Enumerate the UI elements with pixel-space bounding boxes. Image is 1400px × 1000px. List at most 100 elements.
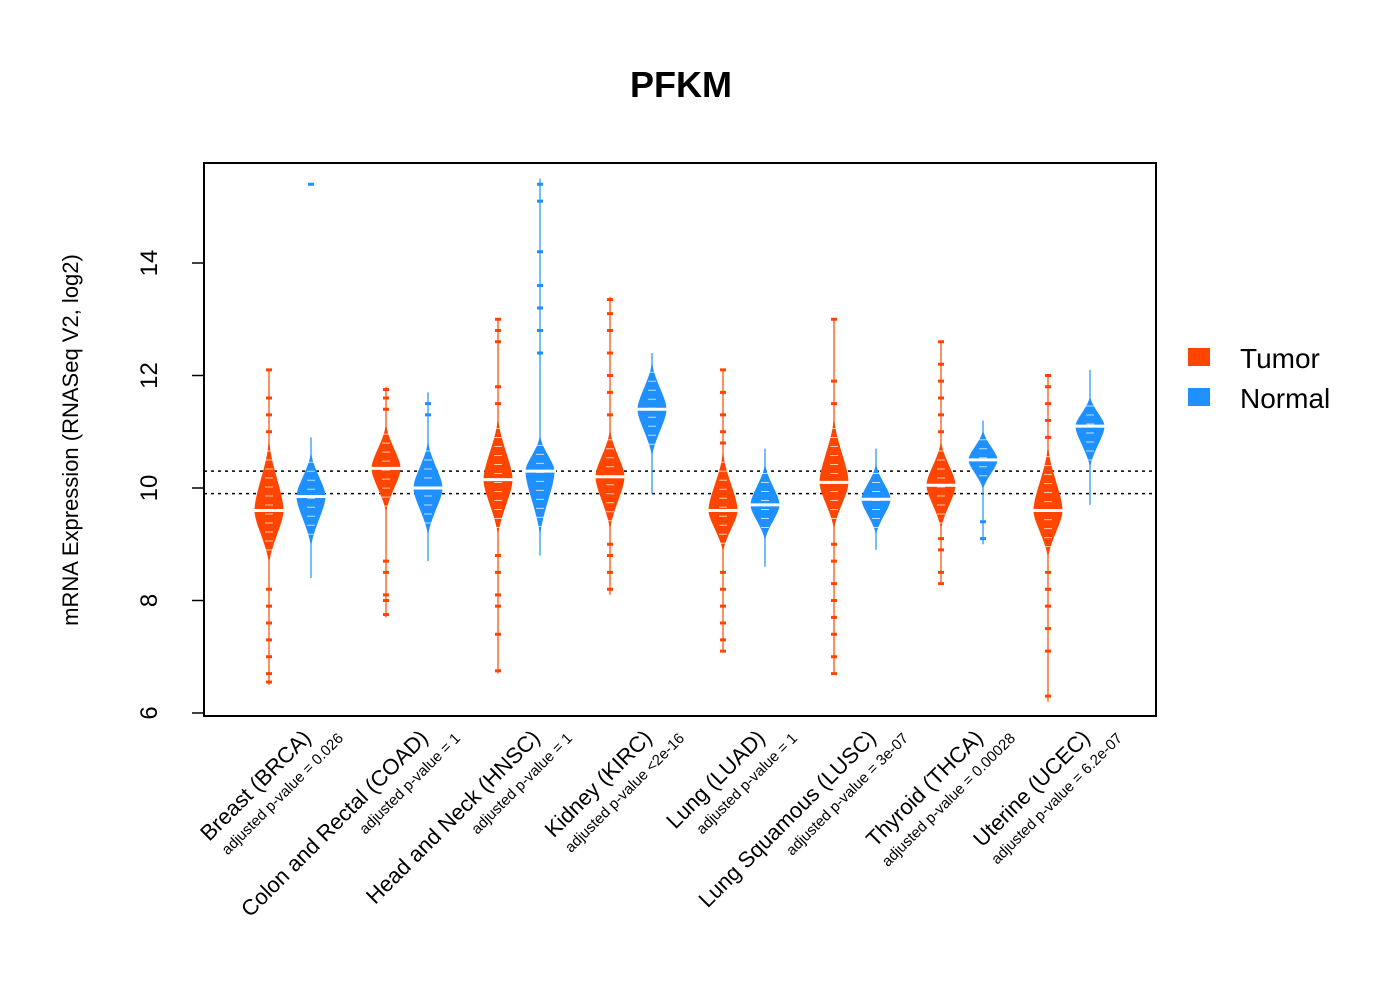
tumor-outlier (1045, 374, 1051, 377)
plot-frame (203, 162, 1157, 717)
tumor-group-2 (482, 317, 514, 674)
plot-area (204, 178, 1156, 702)
tumor-outlier (1045, 587, 1051, 591)
tumor-outlier (831, 672, 837, 676)
legend-swatch-tumor (1188, 348, 1210, 366)
tumor-outlier (495, 402, 501, 406)
normal-outlier (980, 537, 986, 541)
normal-outlier (537, 182, 543, 186)
tumor-outlier (495, 593, 501, 597)
tumor-outlier (938, 396, 944, 400)
tumor-outlier (938, 340, 944, 344)
tumor-outlier (1045, 604, 1051, 608)
legend-label-tumor: Tumor (1240, 343, 1320, 374)
tumor-outlier (1045, 627, 1051, 631)
tumor-group-1 (370, 386, 402, 618)
tumor-outlier (1045, 435, 1051, 439)
category-labels: Breast (BRCA)adjusted p-value = 0.026Col… (195, 725, 1126, 922)
normal-outlier (425, 413, 431, 417)
normal-group-5 (860, 448, 892, 550)
tumor-violin (708, 454, 738, 550)
tumor-outlier (1045, 419, 1051, 422)
tumor-outlier (831, 632, 837, 636)
normal-group-1 (412, 392, 444, 562)
tumor-outlier (1045, 402, 1051, 406)
tumor-outlier (266, 587, 272, 591)
tumor-group-7 (1032, 374, 1064, 702)
tumor-outlier (938, 379, 944, 383)
tumor-violin (254, 442, 284, 562)
tumor-outlier (831, 559, 837, 563)
tumor-outlier (266, 604, 272, 608)
tumor-outlier (266, 638, 272, 642)
tumor-outlier (831, 402, 837, 406)
tumor-outlier (831, 317, 837, 321)
tumor-outlier (495, 329, 501, 332)
tumor-outlier (720, 570, 726, 574)
tumor-outlier (1045, 570, 1051, 574)
normal-outlier (537, 329, 543, 332)
tumor-outlier (266, 396, 272, 400)
tumor-outlier (495, 317, 501, 321)
tumor-outlier (831, 599, 837, 602)
tumor-outlier (607, 554, 613, 557)
tumor-violin (595, 431, 625, 528)
tumor-group-3 (594, 296, 626, 595)
normal-outlier (537, 351, 543, 355)
tumor-outlier (938, 582, 944, 586)
tumor-outlier (607, 587, 613, 591)
tumor-outlier (1045, 694, 1051, 698)
y-tick-label: 6 (136, 706, 163, 719)
normal-outlier (537, 284, 543, 287)
tumor-outlier (266, 655, 272, 659)
tumor-group-6 (925, 340, 957, 586)
tumor-outlier (720, 621, 726, 625)
normal-outlier (308, 182, 314, 186)
tumor-outlier (607, 374, 613, 377)
tumor-outlier (607, 329, 613, 332)
tumor-outlier (938, 430, 944, 434)
tumor-outlier (938, 537, 944, 541)
tumor-outlier (383, 407, 389, 411)
tumor-outlier (266, 430, 272, 434)
tumor-outlier (383, 570, 389, 574)
normal-group-3 (636, 353, 668, 494)
normal-group-2 (524, 178, 556, 556)
tumor-outlier (266, 413, 272, 417)
tumor-outlier (720, 390, 726, 394)
tumor-outlier (720, 638, 726, 642)
normal-group-6 (967, 420, 999, 545)
tumor-outlier (495, 570, 501, 574)
legend-label-normal: Normal (1240, 383, 1330, 414)
tumor-outlier (720, 430, 726, 434)
tumor-outlier (607, 351, 613, 355)
tumor-outlier (607, 312, 613, 316)
tumor-outlier (607, 413, 613, 417)
tumor-outlier (383, 593, 389, 597)
tumor-outlier (495, 604, 501, 608)
tumor-outlier (720, 587, 726, 591)
normal-outlier (425, 402, 431, 406)
normal-outlier (537, 306, 543, 310)
tumor-outlier (720, 441, 726, 445)
tumor-outlier (720, 649, 726, 653)
tumor-outlier (938, 548, 944, 552)
tumor-outlier (831, 542, 837, 546)
legend: Tumor Normal (1188, 343, 1330, 414)
tumor-outlier (607, 298, 613, 302)
tumor-outlier (383, 613, 389, 617)
normal-outlier (537, 250, 543, 254)
tumor-group-4 (707, 368, 739, 653)
y-tick-label: 12 (136, 362, 163, 389)
normal-group-7 (1074, 369, 1106, 505)
tumor-outlier (495, 632, 501, 636)
tumor-outlier (938, 570, 944, 574)
tumor-outlier (720, 604, 726, 608)
y-axis-label: mRNA Expression (RNASeq V2, log2) (58, 254, 83, 626)
tumor-group-5 (818, 317, 850, 676)
tumor-outlier (266, 621, 272, 625)
tumor-outlier (495, 554, 501, 557)
chart-title: PFKM (630, 64, 732, 105)
normal-outlier (537, 199, 543, 203)
tumor-outlier (495, 669, 501, 673)
